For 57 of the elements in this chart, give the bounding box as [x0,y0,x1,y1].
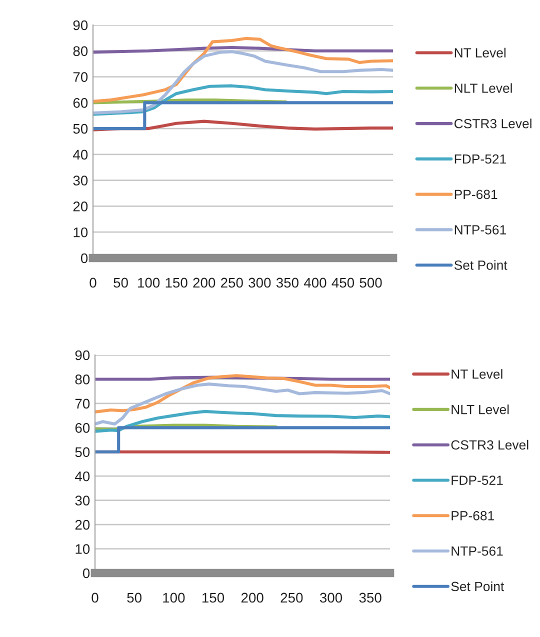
line-series [95,374,390,414]
x-tick-label: 350 [359,592,382,603]
y-tick-label: 50 [75,447,90,458]
y-tick-label: 70 [73,72,88,82]
legend-label: NTP-561 [452,546,503,556]
y-tick-label: 30 [75,496,90,506]
y-tick-label: 30 [73,176,88,186]
x-tick-label: 300 [248,278,271,288]
y-tick-label: 20 [73,202,88,212]
x-tick-label: 500 [360,278,382,288]
legend-label: NT Level [452,369,502,379]
x-tick-label: 350 [276,278,298,288]
x-tick-label: 100 [163,592,185,603]
legend-label: CSTR3 Level [451,440,528,450]
legend-label: Set Point [451,581,504,592]
line-series [93,50,393,115]
x-tick-label: 250 [221,278,243,288]
x-tick-label: 200 [241,592,264,603]
y-tick-label: 70 [75,398,90,409]
x-tick-label: 250 [280,592,303,603]
y-tick-label: 10 [74,227,88,238]
x-tick-label: 150 [202,592,224,603]
y-tick-label: 10 [76,544,90,554]
y-tick-label: 80 [75,374,90,384]
line-series [95,410,390,433]
legend-label: FDP-521 [452,476,503,485]
legend-label: NT Level [454,48,506,58]
x-tick-label: 150 [166,278,188,288]
x-tick-label: 0 [90,278,96,288]
x-tick-label: 50 [114,278,128,288]
y-tick-label: 20 [75,520,90,530]
y-tick-label: 40 [73,150,88,160]
y-tick-label: 60 [73,98,88,108]
x-tick-label: 300 [320,592,342,603]
y-tick-label: 90 [75,350,90,360]
y-tick-label: 60 [75,423,90,433]
line-series [95,382,390,426]
y-tick-label: 40 [75,471,90,482]
legend-label: PP-681 [452,511,494,520]
x-tick-label: 100 [138,278,160,288]
x-tick-label: 200 [193,278,216,288]
x-tick-label: 50 [127,592,142,603]
y-tick-label: 0 [80,253,88,264]
legend-label: Set Point [454,260,508,270]
legend-label: PP-681 [454,190,498,200]
legend-label: FDP-521 [454,154,506,164]
x-tick-label: 400 [304,278,326,288]
x-tick-label: 0 [92,592,98,603]
legend-label: NLT Level [454,83,512,93]
legend-label: CSTR3 Level [454,118,532,128]
legend-label: NTP-561 [454,225,506,234]
y-tick-label: 50 [73,124,88,134]
legend-label: NLT Level [452,404,509,414]
y-tick-label: 90 [73,20,88,30]
y-tick-label: 80 [73,46,88,56]
x-tick-label: 450 [332,278,354,288]
y-tick-label: 0 [82,568,90,578]
